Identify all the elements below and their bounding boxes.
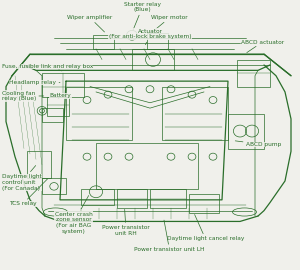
Text: ABCD actuator: ABCD actuator xyxy=(241,39,284,53)
Text: Wiper amplifier: Wiper amplifier xyxy=(68,15,112,32)
Text: Starter relay
(Blue): Starter relay (Blue) xyxy=(124,2,161,30)
Text: Fuse, fusible link and relay box: Fuse, fusible link and relay box xyxy=(2,64,93,71)
Text: Power transistor unit LH: Power transistor unit LH xyxy=(134,220,205,252)
Text: Actuator
(For anti-lock brake system): Actuator (For anti-lock brake system) xyxy=(109,29,191,45)
Text: ABCD pump: ABCD pump xyxy=(235,141,281,147)
Text: TCS relay: TCS relay xyxy=(9,179,47,206)
Text: Wiper motor: Wiper motor xyxy=(151,15,188,32)
Text: Power transistor
unit RH: Power transistor unit RH xyxy=(102,209,150,236)
Text: Daytime light cancel relay: Daytime light cancel relay xyxy=(167,215,244,241)
Text: Daytime light
control unit
(For Canada): Daytime light control unit (For Canada) xyxy=(2,166,41,191)
Text: Center crash
zone sensor
(For air BAG
system): Center crash zone sensor (For air BAG sy… xyxy=(55,195,92,234)
Text: Cooling fan
relay (Blue): Cooling fan relay (Blue) xyxy=(2,90,44,101)
Text: Headlamp relay: Headlamp relay xyxy=(9,80,60,85)
Text: Battery: Battery xyxy=(50,93,71,99)
